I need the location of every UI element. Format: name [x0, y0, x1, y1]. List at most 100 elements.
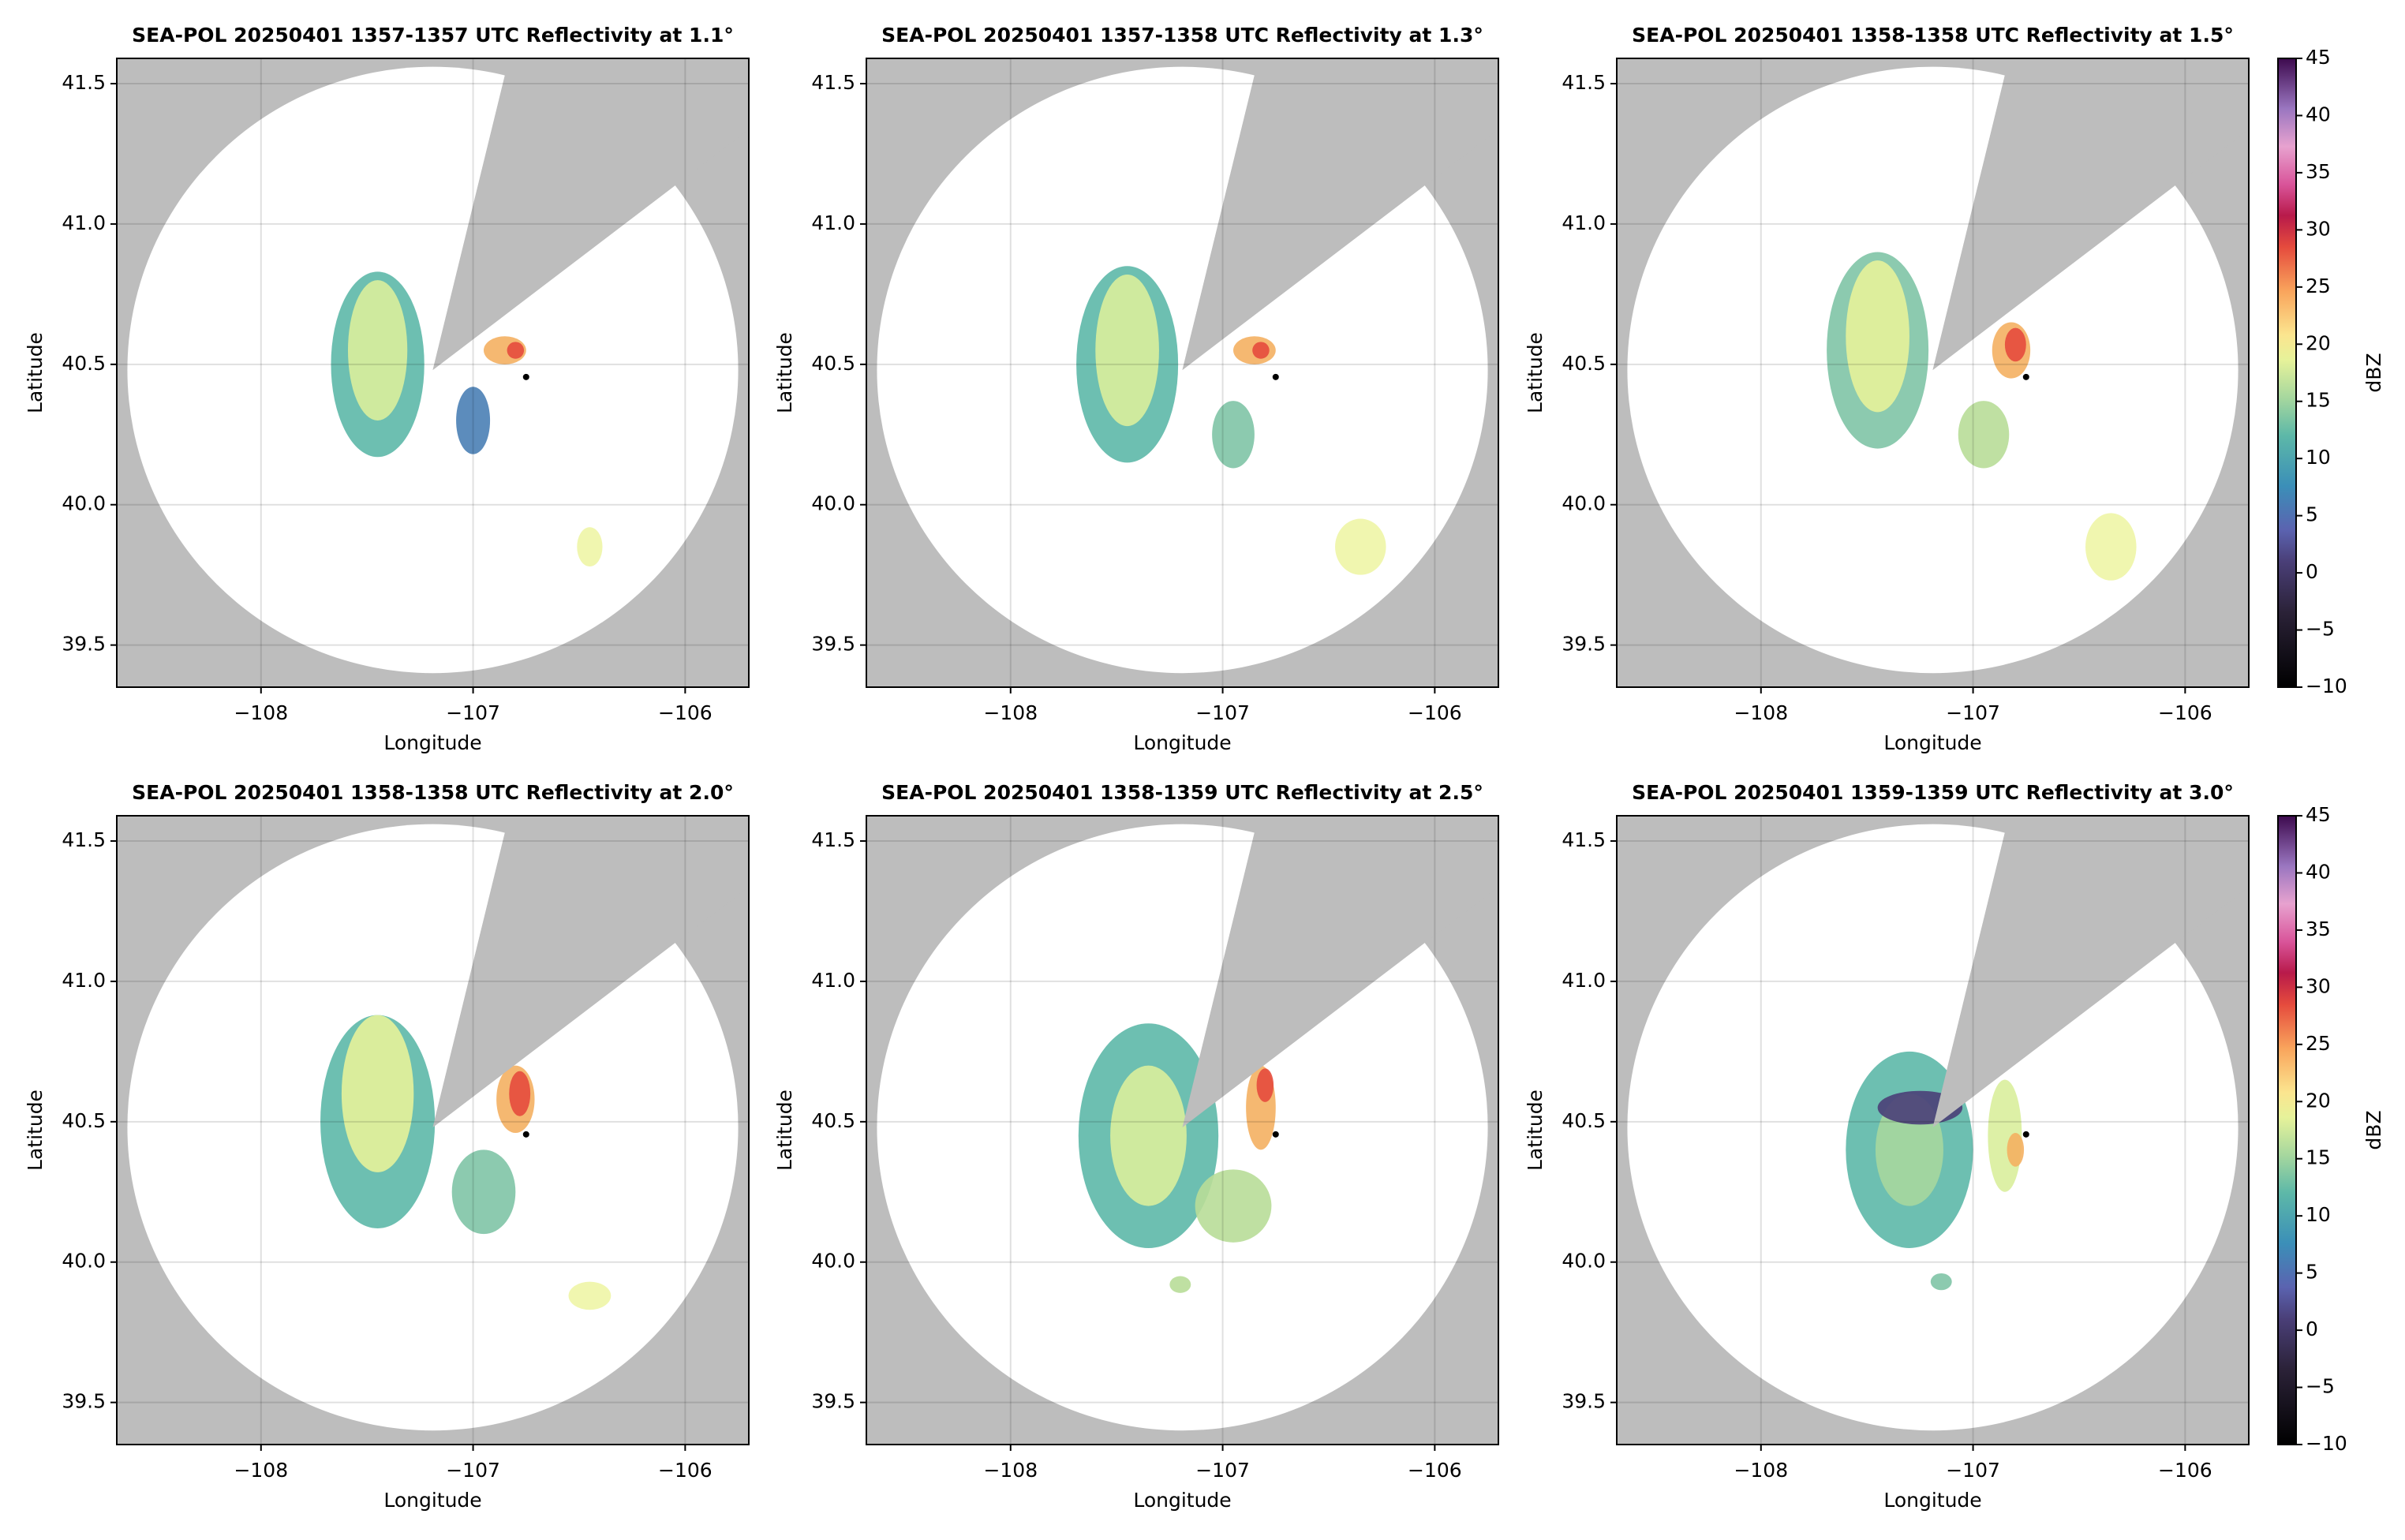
y-tick-label: 41.5: [811, 71, 855, 94]
echo: [1958, 401, 2010, 469]
echo: [1169, 1276, 1191, 1293]
echo: [456, 387, 491, 454]
x-tick-label: −106: [1408, 1459, 1462, 1482]
colorbar-tick-label: 20: [2306, 331, 2331, 354]
x-axis-label: Longitude: [383, 731, 481, 754]
x-axis-label: Longitude: [1883, 1489, 1981, 1512]
echo: [1252, 342, 1270, 359]
echo: [1110, 1065, 1187, 1206]
echo: [509, 1071, 531, 1116]
colorbar-tick-label: 40: [2306, 103, 2331, 125]
y-tick-label: 41.5: [1562, 828, 1606, 851]
colorbar-tick-label: −5: [2306, 1375, 2335, 1398]
blocked-sector: [1932, 816, 2249, 1127]
colorbar-gradient: [2278, 816, 2296, 1445]
y-axis-label: Latitude: [24, 1090, 47, 1171]
plot-frame: [116, 815, 750, 1445]
colorbar-label: dBZ: [2362, 1110, 2385, 1149]
panel: −108 −107 −106 39.5 40.0 40.5 41.0 41.5 SEA-POL …: [773, 781, 1499, 1512]
colorbar-tick-label: 45: [2306, 46, 2331, 69]
x-axis-label: Longitude: [1133, 731, 1231, 754]
panel: −108 −107 −106 39.5 40.0 40.5 41.0 41.5 SEA-POL …: [773, 24, 1499, 754]
x-tick-label: −106: [658, 1459, 713, 1482]
plot-frame: [866, 815, 1499, 1445]
echo: [577, 527, 603, 567]
panel-title: SEA-POL 20250401 1359-1359 UTC Reflectiv…: [1632, 781, 2234, 804]
echo: [341, 1015, 414, 1172]
colorbar-tick-label: −10: [2306, 675, 2347, 697]
y-tick-label: 41.0: [62, 211, 106, 234]
y-tick-label: 40.0: [811, 492, 855, 515]
plot-frame: [116, 58, 750, 688]
colorbar-tick-label: 45: [2306, 803, 2331, 826]
site-marker: [1272, 373, 1279, 380]
plot-area: [866, 58, 1498, 687]
colorbar-tick-label: 30: [2306, 974, 2331, 997]
y-tick-label: 40.5: [62, 352, 106, 375]
y-tick-label: 40.5: [62, 1109, 106, 1132]
panel: −108 −107 −106 39.5 40.0 40.5 41.0 41.5 SEA-POL …: [1524, 24, 2385, 754]
y-tick-label: 41.5: [811, 828, 855, 851]
echo: [1930, 1273, 1952, 1291]
plot-area: [117, 816, 749, 1445]
colorbar-tick-label: 5: [2306, 1261, 2318, 1284]
site-marker: [2022, 373, 2029, 380]
y-axis-label: Latitude: [773, 332, 796, 413]
panel-title: SEA-POL 20250401 1357-1358 UTC Reflectiv…: [881, 24, 1483, 47]
echo: [1256, 1068, 1274, 1102]
colorbar-tick-label: 40: [2306, 860, 2331, 883]
x-tick-label: −108: [983, 1459, 1038, 1482]
colorbar-tick-label: 15: [2306, 1146, 2331, 1169]
x-tick-label: −106: [2158, 701, 2212, 724]
x-tick-label: −106: [2158, 1459, 2212, 1482]
panel: −108 −107 −106 39.5 40.0 40.5 41.0 41.5 SEA-POL …: [1524, 781, 2385, 1512]
colorbar-tick-label: 0: [2306, 1318, 2318, 1340]
site-marker: [1272, 1131, 1279, 1138]
colorbar-tick-label: 10: [2306, 446, 2331, 469]
colorbar-tick-label: 10: [2306, 1203, 2331, 1226]
blocked-sector: [1932, 58, 2249, 370]
colorbar-tick-label: 35: [2306, 918, 2331, 940]
y-axis-label: Latitude: [1524, 332, 1547, 413]
y-axis-label: Latitude: [1524, 1090, 1547, 1171]
y-tick-label: 40.0: [62, 492, 106, 515]
y-tick-label: 41.0: [1562, 969, 1606, 992]
y-tick-label: 41.5: [62, 71, 106, 94]
echo: [1335, 518, 1386, 575]
x-tick-label: −107: [1195, 701, 1250, 724]
x-tick-label: −107: [446, 1459, 500, 1482]
x-tick-label: −108: [234, 1459, 288, 1482]
y-tick-label: 40.0: [1562, 492, 1606, 515]
y-tick-label: 41.0: [62, 969, 106, 992]
y-tick-label: 39.5: [811, 633, 855, 656]
colorbar: −10 −5 0 5 10 15 20 25 30 35 40 45 dBZ: [2277, 803, 2385, 1455]
y-tick-label: 41.0: [811, 969, 855, 992]
y-tick-label: 39.5: [1562, 633, 1606, 656]
y-tick-label: 39.5: [62, 1390, 106, 1413]
echo: [451, 1149, 516, 1235]
x-tick-label: −106: [1408, 701, 1462, 724]
colorbar-tick-label: 15: [2306, 389, 2331, 412]
panel: −108 −107 −106 39.5 40.0 40.5 41.0 41.5 SEA-POL …: [24, 781, 750, 1512]
y-tick-label: 40.5: [811, 352, 855, 375]
x-axis-label: Longitude: [1883, 731, 1981, 754]
plot-frame: [1616, 815, 2250, 1445]
echo: [347, 280, 408, 421]
y-tick-label: 41.5: [1562, 71, 1606, 94]
y-axis-label: Latitude: [773, 1090, 796, 1171]
colorbar-tick-label: 35: [2306, 160, 2331, 183]
plot-area: [1617, 816, 2249, 1445]
x-axis-label: Longitude: [1133, 1489, 1231, 1512]
y-tick-label: 39.5: [62, 633, 106, 656]
y-tick-label: 40.5: [811, 1109, 855, 1132]
x-tick-label: −108: [983, 701, 1038, 724]
site-marker: [522, 1131, 529, 1138]
echo: [2007, 1133, 2025, 1167]
blocked-sector: [432, 58, 749, 370]
echo: [1195, 1169, 1272, 1243]
panel-title: SEA-POL 20250401 1358-1358 UTC Reflectiv…: [132, 781, 734, 804]
plot-frame: [1616, 58, 2250, 688]
site-marker: [2022, 1131, 2029, 1138]
y-tick-label: 40.5: [1562, 1109, 1606, 1132]
panel-title: SEA-POL 20250401 1358-1359 UTC Reflectiv…: [881, 781, 1483, 804]
